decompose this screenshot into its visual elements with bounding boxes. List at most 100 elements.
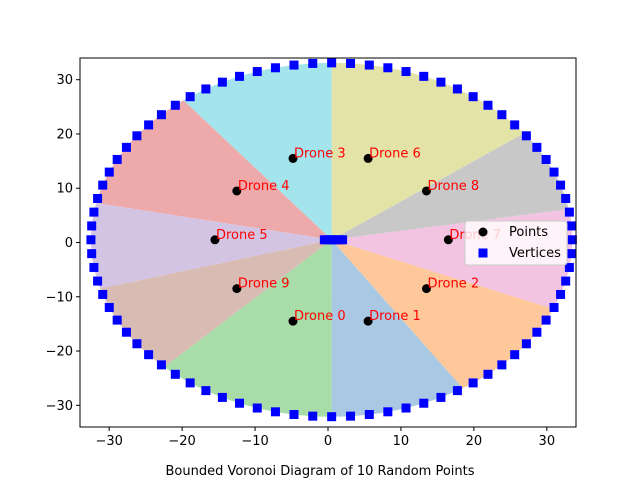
region-drone-9 [164,239,332,417]
label-drone-5: Drone 5 [216,228,268,243]
point-drone-5 [210,235,220,245]
vertex-marker [436,392,446,402]
vertex-markers [86,58,577,422]
point-drone-7 [443,235,453,245]
point-markers [210,153,453,326]
vertex-marker [549,302,559,312]
point-drone-0 [288,316,298,326]
vertex-marker [93,193,103,203]
vertex-marker [497,360,507,370]
vertex-marker [364,410,374,420]
vertex-marker [497,110,507,120]
vertex-marker [401,67,411,77]
vertex-marker [289,60,299,70]
vertex-marker [567,221,577,231]
region-drone-8 [331,62,524,240]
vertex-marker [510,120,520,130]
point-drone-3 [288,153,298,163]
y-tick-label: −30 [46,399,73,414]
vertex-marker [452,386,462,396]
legend-points-label: Points [509,225,548,240]
vertex-marker [156,360,166,370]
vertex-marker [532,142,542,152]
vertex-marker [170,100,180,110]
vertex-marker [121,327,131,337]
vertex-marker [561,193,571,203]
vertex-marker [156,110,166,120]
legend: Points Vertices [464,220,568,266]
vertex-marker [327,58,337,68]
vertex-marker [112,315,122,325]
region-drone-0 [331,239,463,417]
vertex-marker [483,100,493,110]
y-tick-label: −10 [46,290,73,305]
vertex-marker [364,60,374,70]
vertex-marker [510,350,520,360]
label-drone-1: Drone 1 [369,309,421,324]
axis-ticks: −30 −20 −10 0 10 20 30 −30 −20 −10 0 10 20 30 [46,73,556,449]
vertex-marker [483,369,493,379]
x-tick-label: 10 [393,434,410,449]
region-drone-6 [183,62,332,240]
vertex-marker [170,369,180,379]
vertex-marker [541,315,551,325]
vertex-marker [252,403,262,413]
label-drone-2: Drone 2 [427,277,479,292]
point-drone-9 [232,284,242,294]
vertex-marker [419,71,429,81]
vertex-marker [532,327,542,337]
vertex-marker [132,339,142,349]
label-drone-3: Drone 3 [294,146,346,161]
label-drone-6: Drone 6 [369,146,421,161]
vertex-marker [121,142,131,152]
vertex-marker [564,262,574,272]
y-tick-label: 0 [65,236,73,251]
vertex-marker [217,77,227,87]
vertex-marker [289,410,299,420]
vertex-marker [201,386,211,396]
vertex-marker [561,276,571,286]
vertex-marker [549,167,559,177]
region-drone-5 [100,239,332,368]
y-tick-label: 20 [56,127,73,142]
vertex-marker [104,302,114,312]
x-axis-label: Bounded Voronoi Diagram of 10 Random Poi… [165,464,474,479]
vertex-marker [436,77,446,87]
region-drone-1 [331,239,554,389]
region-drone-7 [331,133,569,240]
y-tick-label: 30 [56,73,73,88]
vertex-marker [185,92,195,102]
vertex-marker [419,398,429,408]
vertex-marker [308,411,318,421]
vertex-marker [567,249,577,259]
voronoi-regions [90,62,573,417]
vertex-marker [401,403,411,413]
vertex-marker [556,289,566,299]
vertex-marker [468,92,478,102]
y-tick-label: −20 [46,345,73,360]
vertex-marker [235,398,245,408]
y-tick-label: 10 [56,182,73,197]
vertex-marker [346,411,356,421]
legend-points-marker [478,227,488,237]
vertex-marker [521,131,531,141]
x-tick-label: 20 [466,434,483,449]
vertex-marker [556,180,566,190]
vertex-marker [452,84,462,94]
vertex-marker [270,407,280,417]
vertex-marker [144,350,154,360]
vertex-marker [87,221,97,231]
legend-vertices-marker [478,248,488,258]
vertex-marker [383,63,393,73]
vertex-marker [346,58,356,68]
vertex-marker [338,235,348,245]
legend-vertices-label: Vertices [509,246,561,261]
vertex-marker [86,235,96,245]
region-drone-4 [90,203,332,289]
vertex-marker [235,71,245,81]
vertex-marker [185,378,195,388]
point-drone-8 [421,186,431,196]
label-drone-8: Drone 8 [427,179,479,194]
vertex-marker [567,235,577,245]
